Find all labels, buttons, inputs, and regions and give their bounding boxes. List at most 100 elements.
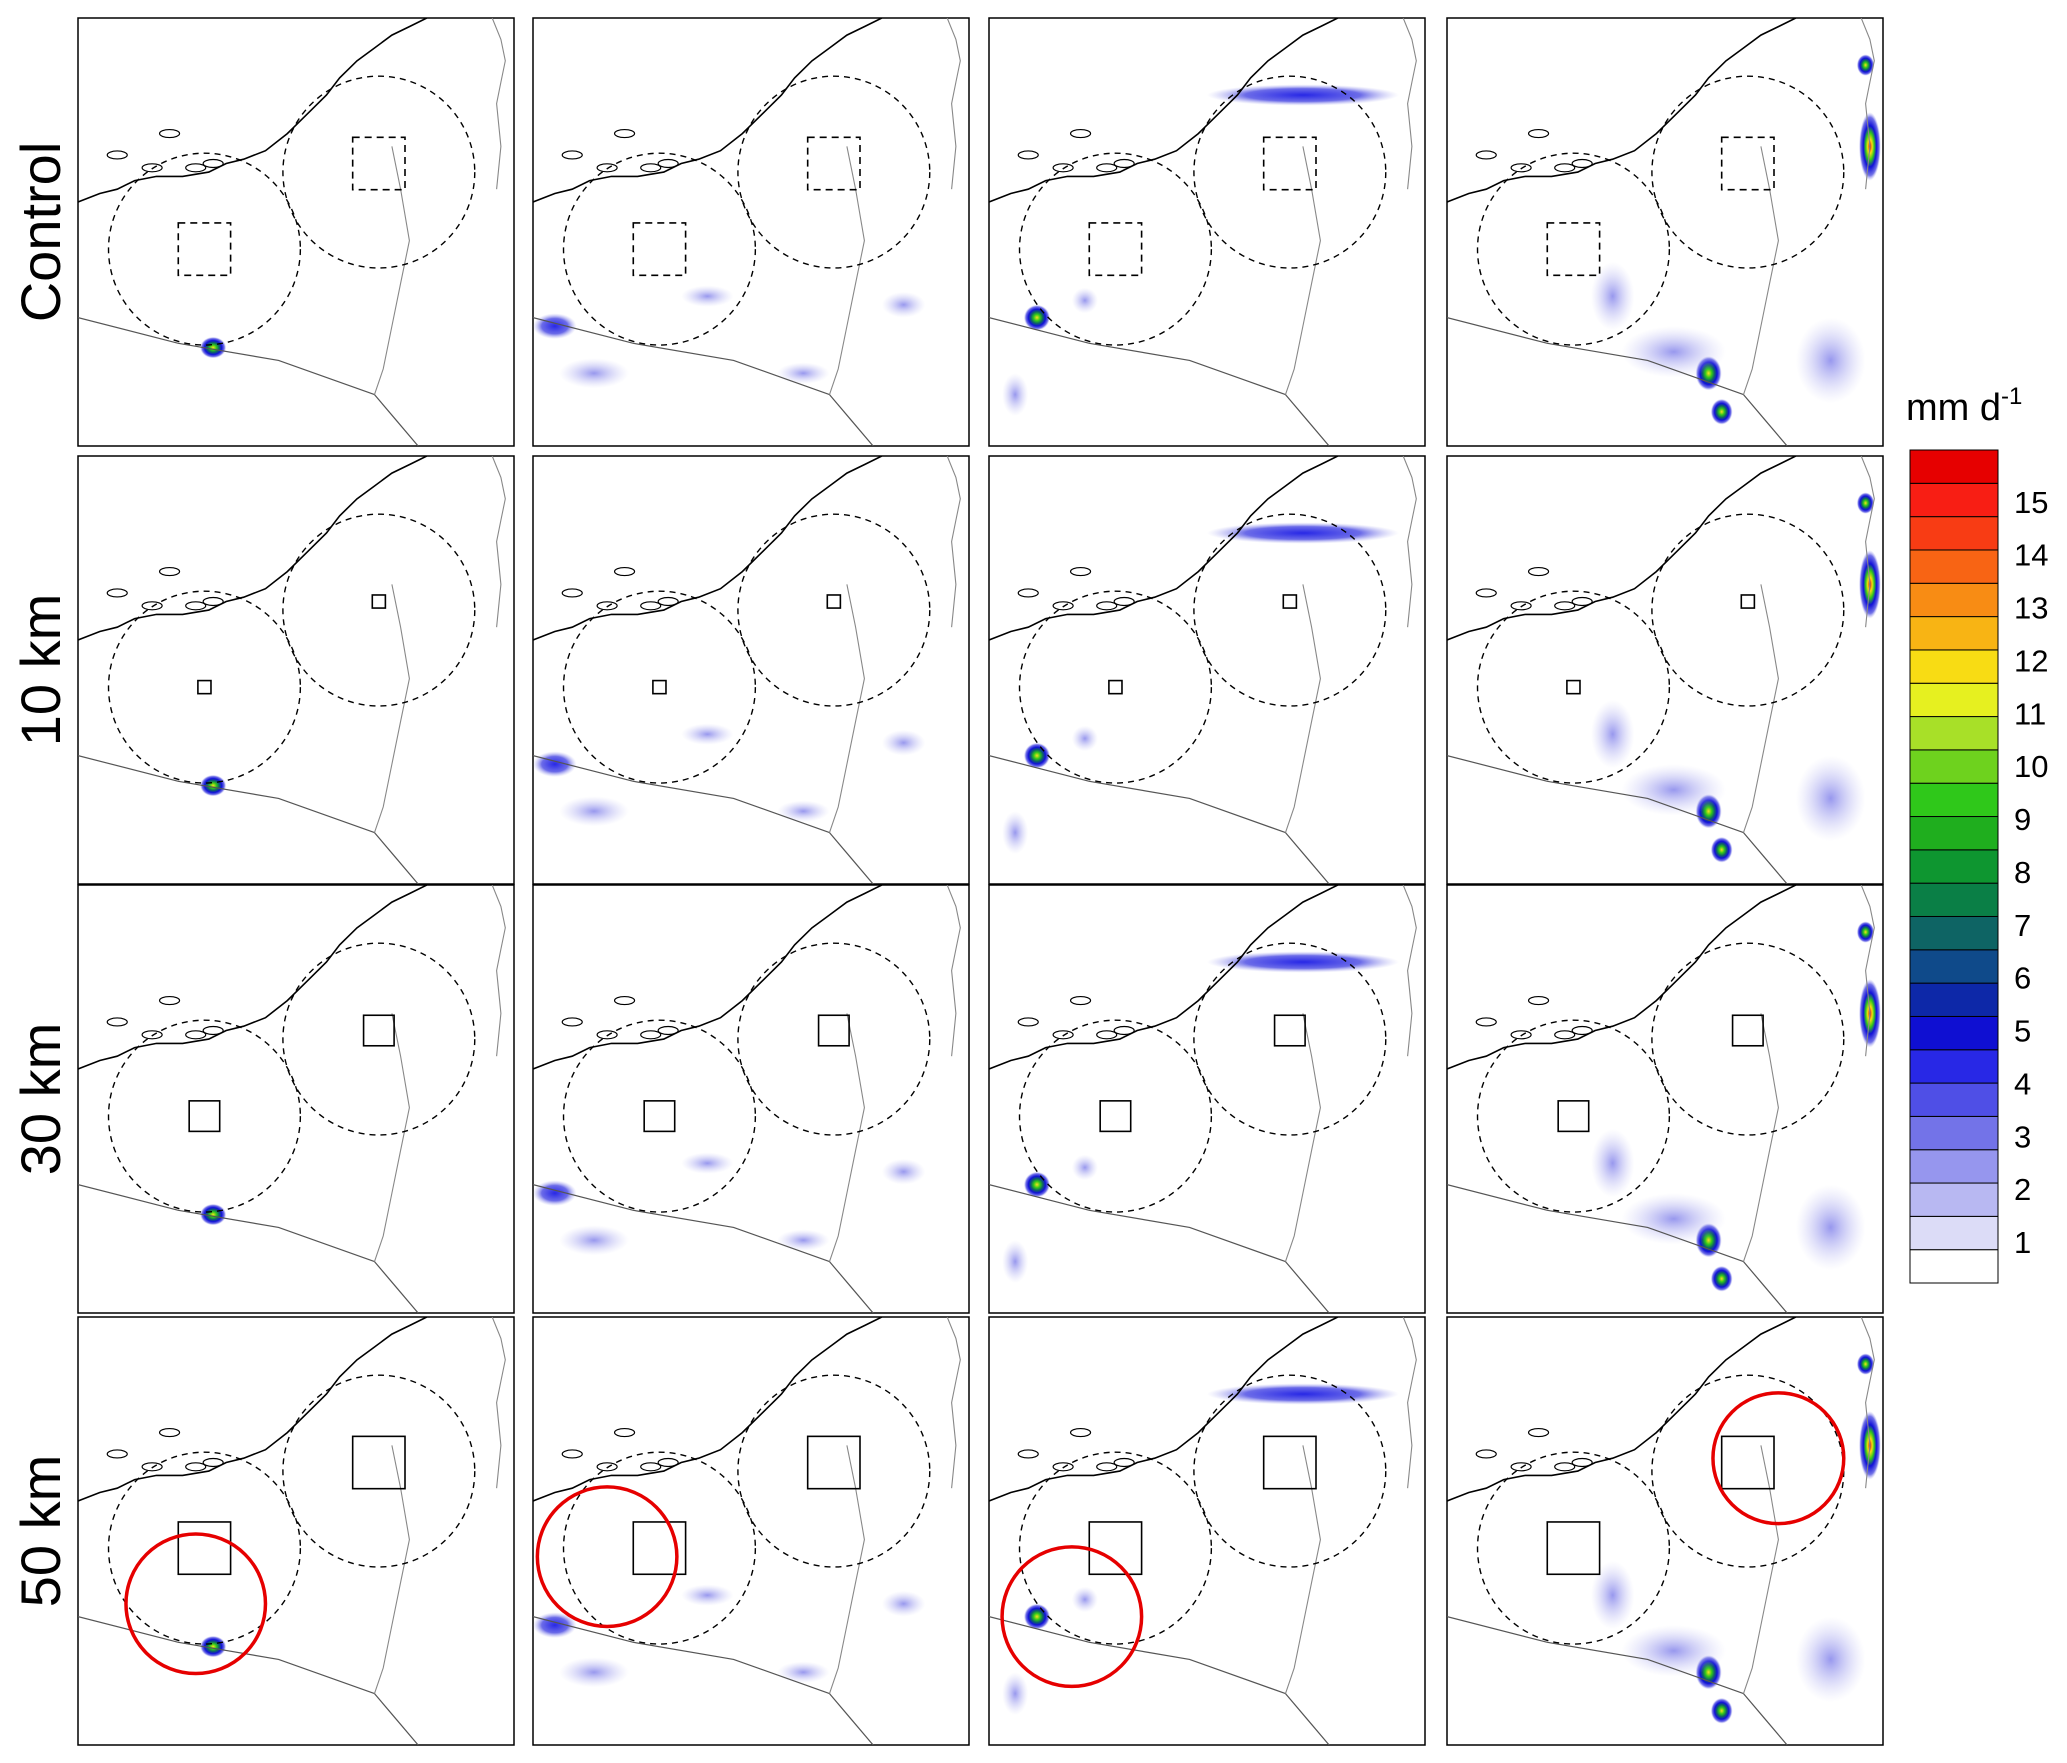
precip-blob [1207, 951, 1399, 973]
colorbar-segment [1909, 482, 1999, 518]
border-line [1743, 832, 1788, 884]
target-box [652, 679, 667, 695]
target-box [1108, 679, 1123, 695]
colorbar-unit-base: mm d [1906, 387, 2001, 429]
border-line [989, 755, 1286, 834]
domain-circle [1476, 152, 1671, 346]
precip-blob [681, 723, 734, 745]
colorbar-segment [1909, 682, 1999, 718]
border-line [1743, 394, 1788, 446]
colorbar-tick-label: 2 [2014, 1172, 2031, 1207]
domain-circle [737, 942, 931, 1136]
target-box [1262, 1435, 1317, 1490]
precip-blob [559, 1657, 629, 1688]
coastline [491, 885, 506, 1057]
border-line [829, 394, 874, 446]
border-line [1285, 832, 1330, 884]
coastline [989, 18, 1339, 203]
island [1571, 1025, 1593, 1036]
border-line [1285, 1693, 1330, 1745]
border-line [989, 1616, 1286, 1695]
precip-blob [1856, 1353, 1875, 1375]
colorbar-tick-label: 9 [2014, 802, 2031, 837]
target-box [632, 222, 687, 277]
island [1510, 601, 1532, 611]
island [613, 995, 636, 1006]
coastline [1860, 18, 1875, 190]
border-line [78, 317, 375, 396]
domain-circle [1018, 590, 1213, 784]
target-box [826, 594, 842, 609]
domain-circle [1476, 1019, 1671, 1213]
colorbar-segment [1909, 549, 1999, 584]
border-line [1447, 1184, 1744, 1263]
precip-blob [1590, 1560, 1635, 1630]
precip-blob [1856, 54, 1875, 76]
colorbar-segment [1909, 582, 1999, 618]
precip-blob [1795, 1616, 1866, 1703]
coastline [533, 1317, 883, 1502]
coastline [946, 885, 961, 1057]
highlight-circle [1711, 1391, 1846, 1526]
domain-circle [1018, 152, 1213, 346]
coastline [1402, 885, 1417, 1057]
island [141, 1030, 163, 1040]
panel-content [78, 456, 506, 884]
colorbar-segment [1909, 1249, 1999, 1284]
border-line [533, 317, 830, 396]
island [1475, 1449, 1497, 1459]
coastline [1447, 18, 1797, 203]
panel-content [989, 18, 1417, 446]
island [640, 601, 662, 611]
precip-blob [1002, 1672, 1029, 1716]
colorbar-segment [1909, 915, 1999, 951]
panel-r1-c1 [532, 455, 970, 885]
coastline [989, 456, 1339, 641]
island [1527, 128, 1550, 139]
colorbar-segment [1909, 649, 1999, 684]
panel-r3-c2 [988, 1316, 1426, 1746]
island [1017, 150, 1039, 160]
island [1571, 596, 1593, 607]
colorbar-tick-label: 8 [2014, 855, 2031, 890]
domain-circle [1476, 1451, 1671, 1645]
coastline [989, 885, 1339, 1070]
precip-blob [1590, 699, 1635, 769]
precip-blob [1621, 326, 1727, 378]
panel-content [533, 885, 961, 1313]
colorbar-tick-label: 6 [2014, 961, 2031, 996]
island [1510, 163, 1532, 173]
coastline [1402, 18, 1417, 190]
precip-blob [1002, 1240, 1029, 1284]
border-line [1447, 755, 1744, 834]
domain-circle [1193, 513, 1387, 707]
island [1475, 1017, 1497, 1027]
border-line [1285, 394, 1330, 446]
island [1069, 566, 1092, 577]
island [1052, 1030, 1074, 1040]
colorbar-segment [1909, 949, 1999, 984]
island [1069, 128, 1092, 139]
target-box [1273, 1014, 1306, 1047]
domain-circle [1193, 1374, 1387, 1568]
precip-blob [1207, 1383, 1399, 1405]
border-line [373, 1013, 410, 1262]
border-line [533, 1616, 830, 1695]
coastline [533, 18, 883, 203]
precip-blob [1207, 84, 1399, 106]
domain-circle [562, 152, 757, 346]
precip-blob [1621, 764, 1727, 816]
domain-circle [1651, 75, 1845, 269]
row-titles: Control 10 km 30 km 50 km [9, 142, 72, 1608]
border-line [1742, 584, 1779, 833]
border-line [374, 1261, 419, 1313]
colorbar-segment [1909, 849, 1999, 884]
island [106, 1017, 128, 1027]
domain-circle [737, 513, 931, 707]
island [185, 601, 207, 611]
precip-blob [1071, 1154, 1099, 1181]
panel-r1-c3 [1446, 455, 1884, 885]
island [657, 1457, 679, 1468]
